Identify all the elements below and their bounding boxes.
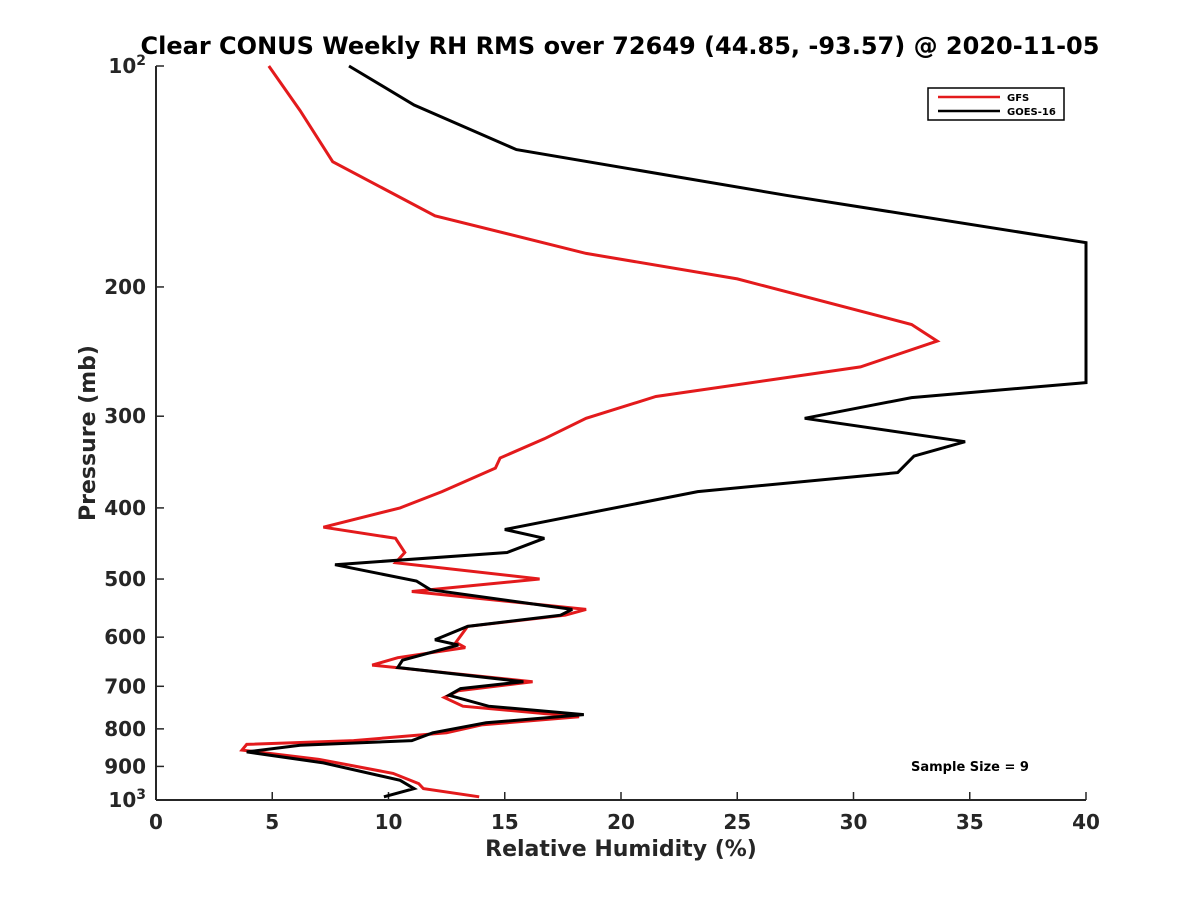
series-line-goes16	[246, 64, 1088, 799]
x-tick-label: 40	[1072, 810, 1100, 834]
y-tick-label: 900	[104, 754, 146, 778]
x-tick-label: 30	[840, 810, 868, 834]
x-tick-label: 25	[723, 810, 751, 834]
legend-label-goes16: GOES-16	[1007, 107, 1056, 118]
sample-size-annotation: Sample Size = 9	[911, 760, 1029, 775]
x-tick-label: 15	[491, 810, 519, 834]
y-tick-label: 700	[104, 674, 146, 698]
x-tick-label: 0	[149, 810, 163, 834]
x-axis-label: Relative Humidity (%)	[485, 837, 757, 862]
chart-title: Clear CONUS Weekly RH RMS over 72649 (44…	[141, 32, 1100, 60]
y-tick-label: 600	[104, 625, 146, 649]
y-tick-label: 200	[104, 275, 146, 299]
y-tick-label: 102	[108, 53, 146, 78]
y-tick-label: 103	[108, 787, 146, 812]
x-tick-label: 10	[375, 810, 403, 834]
x-tick-label: 5	[265, 810, 279, 834]
x-tick-label: 20	[607, 810, 635, 834]
x-tick-label: 35	[956, 810, 984, 834]
series-layer	[239, 64, 1088, 799]
y-tick-label: 800	[104, 717, 146, 741]
y-tick-label: 500	[104, 567, 146, 591]
series-line-gfs	[239, 65, 941, 799]
y-axis-label: Pressure (mb)	[76, 345, 101, 521]
y-tick-label: 300	[104, 404, 146, 428]
legend-box	[927, 87, 1065, 121]
legend-label-gfs: GFS	[1007, 93, 1029, 104]
y-tick-label: 400	[104, 496, 146, 520]
x-axis-ticks: 0 5 10 15 20 25 30 35 40	[149, 792, 1100, 834]
y-axis-ticks: 102 200 300 400 500 600 700 800 900 103	[104, 53, 164, 812]
legend: GFS GOES-16	[927, 87, 1065, 121]
